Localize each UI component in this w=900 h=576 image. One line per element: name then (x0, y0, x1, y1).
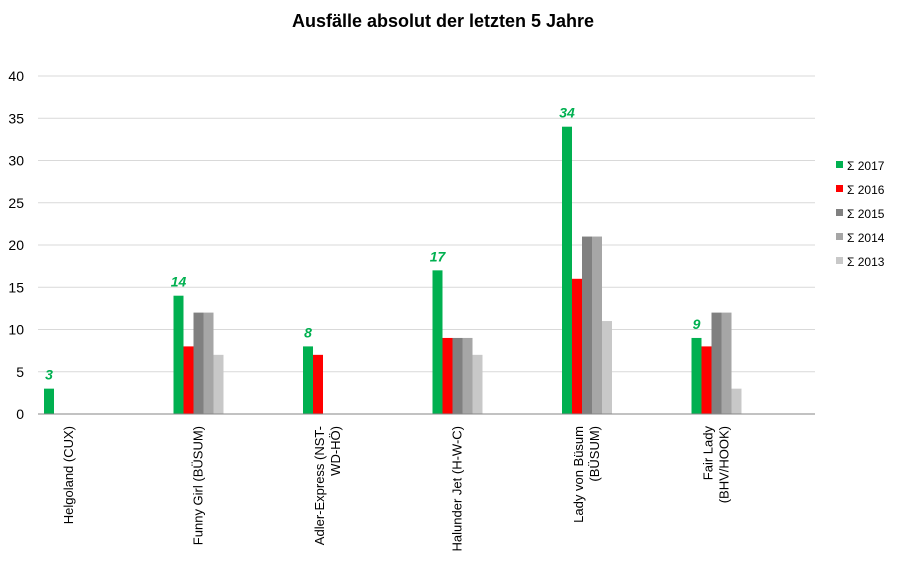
legend-label: Σ 2015 (847, 207, 885, 221)
bars (44, 126, 742, 414)
y-tick-label: 15 (8, 279, 24, 295)
y-tick-label: 5 (16, 364, 24, 380)
data-label: 14 (171, 274, 187, 290)
y-tick-label: 10 (8, 322, 24, 338)
x-tick-label: Fair Lady (701, 426, 716, 481)
bar-2017-3 (432, 270, 443, 414)
bar-2017-1 (173, 295, 184, 414)
legend-swatch (836, 185, 843, 192)
y-tick-label: 20 (8, 237, 24, 253)
legend-swatch (836, 161, 843, 168)
bar-2013-5 (731, 388, 742, 414)
data-label: 9 (693, 316, 701, 332)
data-label: 34 (559, 105, 575, 121)
bar-2015-5 (711, 312, 722, 414)
data-label: 8 (304, 324, 312, 340)
y-tick-label: 35 (8, 110, 24, 126)
data-label: 17 (430, 248, 447, 264)
bar-2013-3 (472, 354, 483, 414)
bar-2016-3 (442, 337, 453, 414)
x-tick-label: (BÜSUM) (587, 426, 602, 482)
bar-2016-1 (183, 346, 194, 414)
x-tick-label: WD-HÖ) (328, 426, 343, 476)
x-tick-label: (BHV/HOOK) (717, 426, 732, 503)
bar-2016-2 (313, 354, 323, 414)
bar-2017-0 (44, 388, 54, 414)
bar-2017-4 (562, 126, 572, 414)
x-tick-label: Halunder Jet (H-W-C) (450, 426, 465, 551)
data-labels: 3 14 8 17 34 9 (45, 105, 701, 383)
legend-swatch (836, 233, 843, 240)
legend-label: Σ 2016 (847, 183, 885, 197)
bar-2015-4 (582, 236, 592, 414)
legend-label: Σ 2017 (847, 159, 885, 173)
bar-2013-1 (213, 354, 224, 414)
bar-2017-2 (303, 346, 313, 414)
x-tick-label: Lady von Büsum (571, 426, 586, 523)
y-tick-label: 30 (8, 153, 24, 169)
bar-2014-3 (462, 337, 473, 414)
y-tick-label: 25 (8, 195, 24, 211)
bar-2016-5 (701, 346, 712, 414)
x-tick-label: Funny Girl (BÜSUM) (191, 426, 206, 545)
x-tick-label: Helgoland (CUX) (61, 426, 76, 524)
data-label: 3 (45, 367, 53, 383)
bar-2014-1 (203, 312, 214, 414)
legend-swatch (836, 257, 843, 264)
axes: 0 5 10 15 20 25 30 35 40 Helgoland (CUX) Funny Gir… (8, 68, 815, 551)
bar-2015-3 (452, 337, 463, 414)
bar-2014-4 (592, 236, 602, 414)
legend-swatch (836, 209, 843, 216)
legend: Σ 2017 Σ 2016 Σ 2015 Σ 2014 Σ 2013 (836, 159, 885, 269)
x-tick-label: Adler-Express (NST- (312, 426, 327, 545)
bar-2013-4 (602, 321, 612, 414)
legend-label: Σ 2013 (847, 255, 885, 269)
y-tick-label: 40 (8, 68, 24, 84)
bar-2015-1 (193, 312, 204, 414)
bar-2016-4 (572, 278, 582, 414)
legend-label: Σ 2014 (847, 231, 885, 245)
bar-2017-5 (691, 337, 702, 414)
bar-2014-5 (721, 312, 732, 414)
chart-title: Ausfälle absolut der letzten 5 Jahre (292, 11, 594, 31)
y-tick-label: 0 (16, 406, 24, 422)
gridlines (38, 75, 815, 373)
